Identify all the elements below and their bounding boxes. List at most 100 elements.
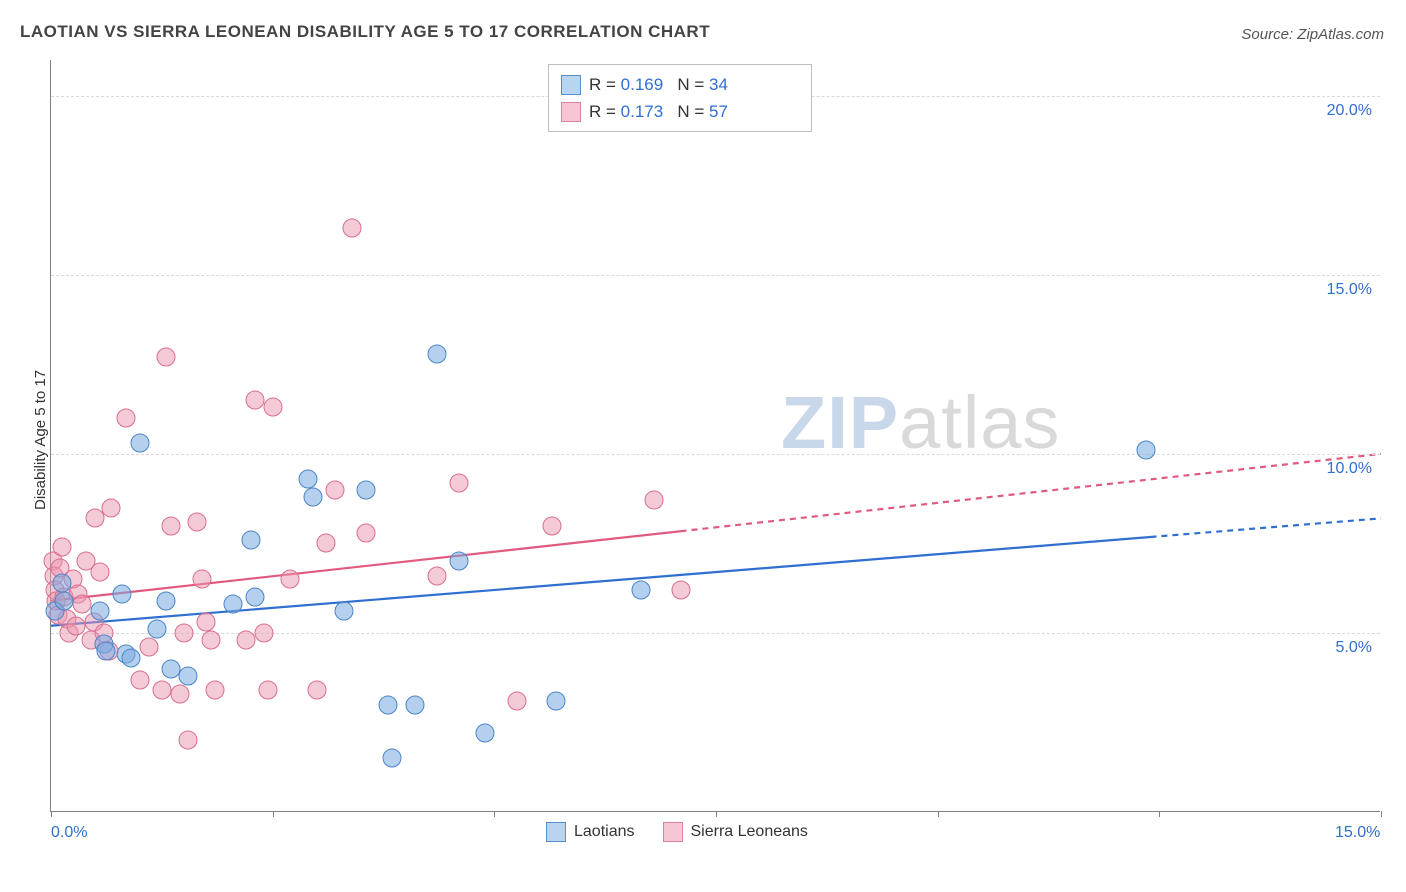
data-point-laotians xyxy=(241,530,260,549)
data-point-sierra-leoneans xyxy=(206,681,225,700)
x-tick xyxy=(494,811,495,817)
data-point-laotians xyxy=(356,480,375,499)
data-point-laotians xyxy=(90,602,109,621)
series-legend-label: Laotians xyxy=(574,823,635,841)
data-point-sierra-leoneans xyxy=(201,631,220,650)
data-point-sierra-leoneans xyxy=(192,570,211,589)
x-tick-label: 15.0% xyxy=(1335,824,1380,842)
series-legend-item: Sierra Leoneans xyxy=(663,822,808,842)
data-point-laotians xyxy=(245,588,264,607)
data-point-laotians xyxy=(148,620,167,639)
y-tick-label: 20.0% xyxy=(1327,102,1372,120)
x-tick xyxy=(938,811,939,817)
data-point-laotians xyxy=(405,695,424,714)
stats-legend-text: R = 0.173 N = 57 xyxy=(589,98,728,125)
data-point-sierra-leoneans xyxy=(188,512,207,531)
data-point-sierra-leoneans xyxy=(157,348,176,367)
data-point-sierra-leoneans xyxy=(102,498,121,517)
data-point-laotians xyxy=(157,591,176,610)
data-point-sierra-leoneans xyxy=(117,409,136,428)
x-tick xyxy=(51,811,52,817)
data-point-laotians xyxy=(161,659,180,678)
x-tick xyxy=(716,811,717,817)
legend-swatch xyxy=(561,75,581,95)
data-point-sierra-leoneans xyxy=(542,516,561,535)
data-point-sierra-leoneans xyxy=(179,731,198,750)
y-axis-title: Disability Age 5 to 17 xyxy=(32,370,49,510)
data-point-laotians xyxy=(378,695,397,714)
data-point-sierra-leoneans xyxy=(259,681,278,700)
data-point-sierra-leoneans xyxy=(343,219,362,238)
data-point-sierra-leoneans xyxy=(356,523,375,542)
trend-lines xyxy=(51,60,1381,812)
data-point-sierra-leoneans xyxy=(325,480,344,499)
data-point-laotians xyxy=(449,552,468,571)
data-point-sierra-leoneans xyxy=(139,638,158,657)
data-point-laotians xyxy=(334,602,353,621)
data-point-sierra-leoneans xyxy=(52,538,71,557)
data-point-laotians xyxy=(179,666,198,685)
y-tick-label: 10.0% xyxy=(1327,460,1372,478)
data-point-sierra-leoneans xyxy=(237,631,256,650)
data-point-laotians xyxy=(52,573,71,592)
watermark-light: atlas xyxy=(899,381,1060,464)
data-point-sierra-leoneans xyxy=(161,516,180,535)
data-point-sierra-leoneans xyxy=(197,613,216,632)
gridline xyxy=(51,454,1380,455)
data-point-laotians xyxy=(303,487,322,506)
x-tick xyxy=(273,811,274,817)
data-point-sierra-leoneans xyxy=(449,473,468,492)
trend-line-solid xyxy=(51,537,1150,626)
source-value: ZipAtlas.com xyxy=(1297,26,1384,43)
chart-title: LAOTIAN VS SIERRA LEONEAN DISABILITY AGE… xyxy=(20,22,710,42)
data-point-sierra-leoneans xyxy=(73,595,92,614)
series-legend-item: Laotians xyxy=(546,822,635,842)
gridline xyxy=(51,275,1380,276)
data-point-laotians xyxy=(223,595,242,614)
data-point-laotians xyxy=(299,469,318,488)
x-tick xyxy=(1381,811,1382,817)
data-point-laotians xyxy=(112,584,131,603)
x-tick xyxy=(1159,811,1160,817)
data-point-sierra-leoneans xyxy=(254,623,273,642)
y-tick-label: 5.0% xyxy=(1336,639,1372,657)
source-label: Source: xyxy=(1241,26,1293,43)
data-point-laotians xyxy=(1137,441,1156,460)
data-point-laotians xyxy=(96,641,115,660)
stats-legend-row: R = 0.169 N = 34 xyxy=(561,71,799,98)
trend-line-dashed xyxy=(681,454,1381,531)
legend-swatch xyxy=(663,822,683,842)
series-legend-label: Sierra Leoneans xyxy=(691,823,808,841)
watermark-bold: ZIP xyxy=(781,381,899,464)
data-point-sierra-leoneans xyxy=(245,391,264,410)
stats-legend-row: R = 0.173 N = 57 xyxy=(561,98,799,125)
stats-legend-text: R = 0.169 N = 34 xyxy=(589,71,728,98)
data-point-sierra-leoneans xyxy=(316,534,335,553)
data-point-sierra-leoneans xyxy=(66,616,85,635)
data-point-sierra-leoneans xyxy=(90,563,109,582)
data-point-sierra-leoneans xyxy=(175,623,194,642)
stats-legend: R = 0.169 N = 34R = 0.173 N = 57 xyxy=(548,64,812,132)
data-point-sierra-leoneans xyxy=(427,566,446,585)
data-point-sierra-leoneans xyxy=(152,681,171,700)
data-point-laotians xyxy=(631,580,650,599)
data-point-laotians xyxy=(427,344,446,363)
legend-swatch xyxy=(561,102,581,122)
x-tick-label: 0.0% xyxy=(51,824,87,842)
trend-line-dashed xyxy=(1150,518,1381,537)
data-point-laotians xyxy=(121,649,140,668)
watermark: ZIPatlas xyxy=(781,380,1060,465)
data-point-sierra-leoneans xyxy=(130,670,149,689)
source-attribution: Source: ZipAtlas.com xyxy=(1241,26,1384,43)
data-point-sierra-leoneans xyxy=(507,691,526,710)
plot-area: ZIPatlas 5.0%10.0%15.0%20.0%0.0%15.0% xyxy=(50,60,1380,812)
data-point-laotians xyxy=(130,434,149,453)
data-point-sierra-leoneans xyxy=(170,684,189,703)
data-point-sierra-leoneans xyxy=(644,491,663,510)
data-point-sierra-leoneans xyxy=(281,570,300,589)
data-point-sierra-leoneans xyxy=(308,681,327,700)
data-point-laotians xyxy=(383,749,402,768)
data-point-sierra-leoneans xyxy=(671,580,690,599)
series-legend: Laotians Sierra Leoneans xyxy=(546,822,808,842)
data-point-laotians xyxy=(547,691,566,710)
